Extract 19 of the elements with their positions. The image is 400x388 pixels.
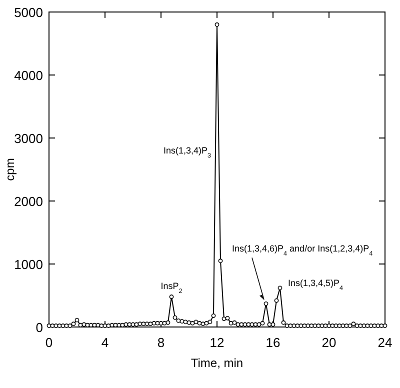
x-tick-label: 16 bbox=[266, 335, 280, 350]
annotation: InsP$_{2}$ bbox=[160, 280, 183, 294]
y-tick-label: 3000 bbox=[14, 131, 43, 146]
annotation: Ins(1,3,4)P$_{3}$ bbox=[163, 146, 212, 160]
x-tick-label: 4 bbox=[101, 335, 109, 350]
y-tick-label: 0 bbox=[36, 320, 43, 335]
x-axis-title: Time, min bbox=[190, 356, 244, 370]
annotation: Ins(1,3,4,5)P$_{4}$ bbox=[288, 278, 344, 292]
x-tick-label: 12 bbox=[210, 335, 224, 350]
y-axis-title: cpm bbox=[3, 158, 17, 181]
x-tick-label: 0 bbox=[45, 335, 53, 350]
y-tick-label: 5000 bbox=[14, 5, 43, 20]
x-tick-label: 8 bbox=[157, 335, 165, 350]
y-tick-label: 4000 bbox=[14, 68, 43, 83]
x-tick-label: 24 bbox=[378, 335, 392, 350]
y-tick-label: 2000 bbox=[14, 194, 43, 209]
annotation: Ins(1,3,4,6)P$_{4}$ and/or Ins(1,2,3,4)P$_{4}$ bbox=[232, 244, 374, 258]
y-tick-label: 1000 bbox=[14, 257, 43, 272]
x-tick-label: 20 bbox=[322, 335, 336, 350]
